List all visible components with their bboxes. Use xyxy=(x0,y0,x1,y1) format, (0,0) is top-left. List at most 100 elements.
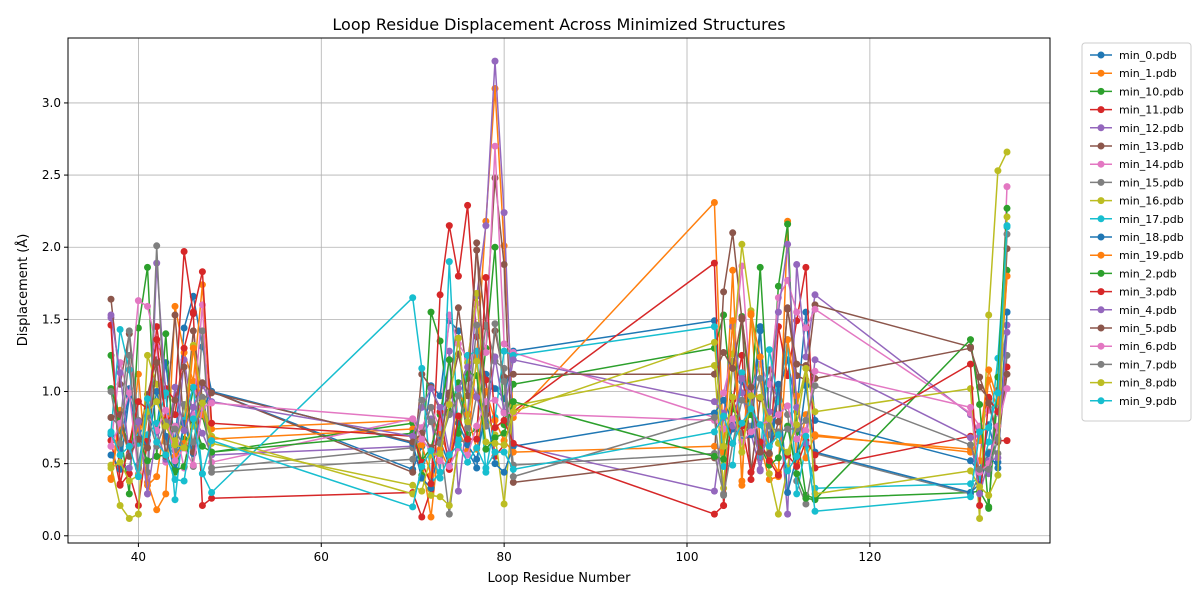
data-point xyxy=(464,435,472,443)
data-point xyxy=(153,242,161,250)
data-point xyxy=(985,465,993,473)
data-point xyxy=(134,510,142,518)
data-point xyxy=(784,402,792,410)
data-point xyxy=(491,460,499,468)
data-point xyxy=(774,380,782,388)
data-point xyxy=(509,408,517,416)
data-point xyxy=(171,496,179,504)
data-point xyxy=(454,412,462,420)
data-point xyxy=(464,441,472,449)
data-point xyxy=(793,261,801,268)
data-point xyxy=(747,392,755,400)
data-point xyxy=(473,289,481,297)
data-point xyxy=(811,291,819,299)
data-point xyxy=(482,349,490,356)
data-point xyxy=(802,324,810,332)
legend-label: min_13.pdb xyxy=(1119,140,1184,153)
data-point xyxy=(491,353,499,361)
data-point xyxy=(710,370,718,378)
legend-marker xyxy=(1097,197,1105,205)
legend-label: min_16.pdb xyxy=(1119,195,1184,208)
legend-entry: min_10.pdb xyxy=(1090,85,1184,98)
data-point xyxy=(491,424,499,432)
data-point xyxy=(473,435,481,443)
data-point xyxy=(985,491,993,499)
legend-label: min_12.pdb xyxy=(1119,122,1184,135)
data-point xyxy=(491,142,499,150)
data-point xyxy=(710,199,718,206)
data-point xyxy=(729,266,737,274)
data-point xyxy=(729,393,737,401)
data-point xyxy=(445,222,453,230)
data-point xyxy=(189,438,197,446)
data-point xyxy=(747,468,755,476)
x-tick-label: 120 xyxy=(858,550,881,564)
data-point xyxy=(802,263,810,271)
data-point xyxy=(500,409,508,417)
data-point xyxy=(208,419,216,427)
legend-marker xyxy=(1097,124,1105,132)
data-point xyxy=(473,455,481,463)
x-axis-ticks: 40 60 80 100 120 xyxy=(131,543,881,564)
data-point xyxy=(720,396,728,404)
data-point xyxy=(1003,321,1011,329)
y-tick-label: 1.5 xyxy=(42,312,61,326)
data-point xyxy=(107,451,115,459)
data-point xyxy=(198,429,206,437)
data-point xyxy=(208,437,216,445)
data-point xyxy=(509,356,517,364)
data-point xyxy=(134,473,142,481)
data-point xyxy=(784,240,792,248)
data-point xyxy=(720,389,728,397)
data-point xyxy=(107,464,115,472)
data-point xyxy=(208,399,216,407)
data-point xyxy=(418,435,426,443)
legend-entry: min_9.pdb xyxy=(1090,395,1177,408)
data-point xyxy=(144,351,151,359)
data-point xyxy=(802,353,810,361)
data-point xyxy=(985,438,993,446)
data-point xyxy=(171,476,179,483)
data-point xyxy=(756,467,764,475)
data-point xyxy=(189,308,197,316)
data-point xyxy=(720,349,728,356)
data-point xyxy=(985,366,993,374)
data-point xyxy=(500,468,508,476)
data-point xyxy=(134,418,142,426)
x-tick-label: 60 xyxy=(314,550,329,564)
data-point xyxy=(116,326,124,333)
data-point xyxy=(500,209,508,217)
data-point xyxy=(811,451,819,459)
data-point xyxy=(153,398,161,406)
data-point xyxy=(153,506,161,514)
data-point xyxy=(116,502,124,509)
data-point xyxy=(116,480,124,488)
data-point xyxy=(747,428,755,436)
data-point xyxy=(985,424,993,432)
data-point xyxy=(765,470,773,478)
data-point xyxy=(811,382,819,390)
data-point xyxy=(738,375,746,382)
data-point xyxy=(509,439,517,447)
legend-marker xyxy=(1097,306,1105,314)
data-point xyxy=(747,310,755,318)
data-point xyxy=(180,427,188,434)
x-tick-label: 80 xyxy=(496,550,511,564)
data-point xyxy=(189,403,197,411)
data-point xyxy=(180,444,188,452)
data-point xyxy=(811,507,819,515)
data-point xyxy=(976,428,984,436)
data-point xyxy=(144,302,151,310)
data-point xyxy=(409,432,417,440)
data-point xyxy=(793,308,801,316)
legend-label: min_0.pdb xyxy=(1119,49,1177,62)
data-point xyxy=(729,317,737,325)
data-point xyxy=(994,373,1002,381)
data-point xyxy=(500,261,508,268)
data-point xyxy=(427,480,435,488)
data-point xyxy=(765,457,773,465)
data-point xyxy=(747,476,755,483)
data-point xyxy=(189,327,197,335)
chart-title: Loop Residue Displacement Across Minimiz… xyxy=(332,15,785,34)
data-point xyxy=(409,455,417,463)
